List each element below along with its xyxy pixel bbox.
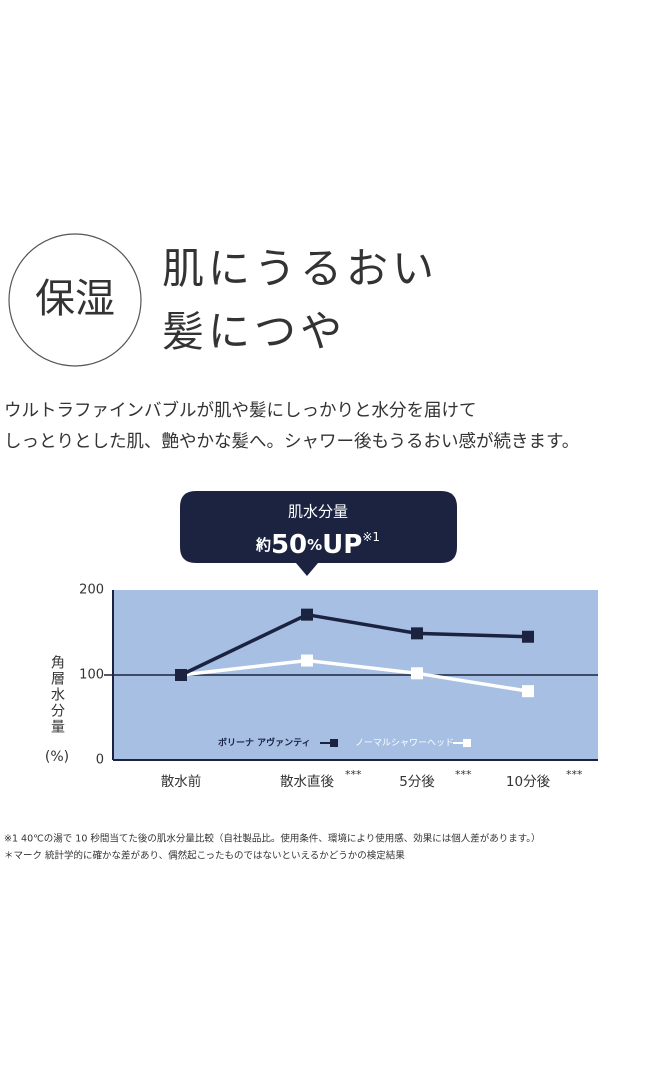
description: ウルトラファインバブルが肌や髪にしっかりと水分を届けて — [4, 400, 477, 421]
legend-label: ボリーナ アヴァンティ — [218, 737, 311, 749]
series-marker — [522, 685, 534, 698]
legend-marker — [463, 739, 471, 747]
x-tick-label: 5分後 — [399, 774, 435, 790]
headline: 肌にうるおい — [162, 244, 438, 293]
series-marker — [301, 654, 313, 667]
series-marker — [522, 630, 534, 643]
badge-circle — [8, 233, 142, 367]
callout-box — [180, 491, 457, 576]
callout-value: 約50%UP※1 — [255, 530, 380, 560]
series-line — [180, 612, 529, 677]
badge-text: 保湿 — [35, 276, 115, 322]
description: しっとりとした肌、艶やかな髪へ。シャワー後もうるおい感が続きます。 — [4, 431, 579, 452]
series-marker — [411, 627, 423, 640]
callout-prefix: 約 — [255, 536, 271, 554]
footnote: ＊マーク 統計学的に確かな差があり、偶然起こったものではないといえるかどうかの検… — [4, 850, 405, 862]
callout-value: 50 — [271, 530, 307, 560]
x-tick-note: *** — [455, 768, 472, 781]
y-tick-label: 200 — [79, 583, 104, 598]
series-line — [180, 658, 529, 693]
legend-marker — [330, 739, 338, 747]
x-tick-note: *** — [345, 768, 362, 781]
callout-note: ※1 — [362, 530, 380, 544]
x-tick-note: *** — [566, 768, 583, 781]
x-tick-label: 散水前 — [161, 773, 202, 790]
callout-unit: % — [307, 536, 322, 554]
y-tick-label: 100 — [79, 668, 104, 683]
y-axis-unit: (%) — [45, 749, 69, 765]
y-axis-label: 角層水分量 — [49, 655, 65, 735]
callout-suffix: UP — [322, 530, 362, 560]
footnote: ※1 40℃の湯で 10 秒間当てた後の肌水分量比較（自社製品比。使用条件、環境… — [4, 833, 541, 845]
x-tick-label: 10分後 — [506, 774, 551, 790]
x-tick-label: 散水直後 — [280, 774, 334, 790]
legend-label: ノーマルシャワーヘッド — [355, 739, 454, 749]
callout-label: 肌水分量 — [288, 503, 348, 521]
y-tick-label: 0 — [96, 753, 104, 768]
series-marker — [301, 608, 313, 621]
series-marker — [411, 667, 423, 680]
headline: 髪につや — [162, 307, 346, 356]
series-marker — [175, 669, 187, 681]
